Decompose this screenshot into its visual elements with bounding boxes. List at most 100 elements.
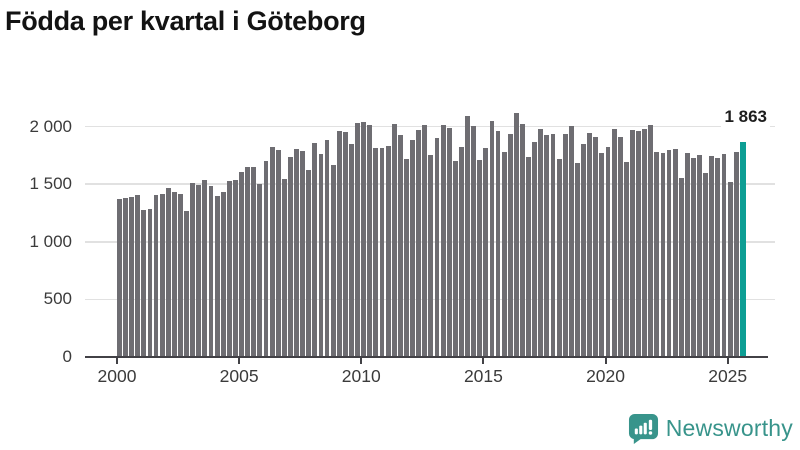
bar-2016 Q4 <box>526 156 531 357</box>
x-tick-2020 <box>604 357 607 364</box>
newsworthy-logo-text: Newsworthy <box>665 415 793 441</box>
bar-2017 Q2 <box>538 129 544 357</box>
bar-2022 Q3 <box>666 150 672 357</box>
bar-2013 Q3 <box>446 127 452 357</box>
x-tick-label: 2020 <box>586 366 626 386</box>
bar-2006 Q1 <box>263 161 269 357</box>
bar-2009 Q3 <box>349 144 354 357</box>
bar-2004 Q4 <box>233 179 238 357</box>
bar-2006 Q2 <box>269 147 275 357</box>
bar-2010 Q2 <box>367 124 373 357</box>
bar-2001 Q4 <box>159 193 165 357</box>
y-tick-label: 500 <box>43 289 72 309</box>
bar-2020 Q3 <box>617 137 623 357</box>
y-tick-label: 1 000 <box>29 231 72 251</box>
bar-2003 Q3 <box>202 179 208 357</box>
bar-2003 Q4 <box>208 185 214 357</box>
bar-2018 Q2 <box>562 134 568 357</box>
bar-2010 Q1 <box>361 122 367 357</box>
bar-2007 Q1 <box>287 157 293 357</box>
bar-2013 Q4 <box>452 161 458 357</box>
bar-2015 Q1 <box>483 147 489 357</box>
bar-2021 Q1 <box>629 130 635 357</box>
highlight-value-label: 1 863 <box>721 107 770 127</box>
bar-2012 Q1 <box>410 140 415 357</box>
bar-2022 Q2 <box>660 153 666 357</box>
bar-2008 Q4 <box>330 165 336 357</box>
bar-2022 Q1 <box>654 151 660 357</box>
bar-2002 Q1 <box>165 187 171 357</box>
bar-2020 Q1 <box>605 146 611 357</box>
bar-2002 Q3 <box>178 194 183 357</box>
bar-2015 Q3 <box>495 131 501 357</box>
bar-2008 Q2 <box>318 153 324 357</box>
chart-title: Födda per kvartal i Göteborg <box>5 6 366 36</box>
x-tick-2025 <box>726 357 729 364</box>
x-tick-2005 <box>238 357 241 364</box>
bar-2019 Q2 <box>587 132 593 357</box>
bar-2010 Q3 <box>373 148 379 357</box>
highlight-bar-2025 Q3 <box>739 142 747 357</box>
bar-2010 Q4 <box>379 147 385 357</box>
bar-2021 Q3 <box>642 128 648 357</box>
bar-2005 Q1 <box>239 172 244 357</box>
bar-2018 Q4 <box>575 163 580 357</box>
bar-2025 Q1 <box>727 181 733 357</box>
bar-2016 Q1 <box>507 133 513 357</box>
bar-2018 Q3 <box>568 126 574 357</box>
bar-2011 Q2 <box>391 124 397 357</box>
bar-2019 Q4 <box>599 153 605 357</box>
bar-2023 Q2 <box>684 153 690 357</box>
bar-2011 Q1 <box>385 146 391 357</box>
x-tick-2010 <box>360 357 363 364</box>
bar-2007 Q2 <box>294 148 299 357</box>
bar-2006 Q3 <box>275 150 281 357</box>
bar-2000 Q1 <box>117 198 122 357</box>
bar-2003 Q1 <box>190 182 196 357</box>
bar-2024 Q1 <box>703 173 709 357</box>
bar-2007 Q4 <box>306 169 312 357</box>
bar-2024 Q2 <box>709 156 715 357</box>
bar-2002 Q4 <box>184 210 190 357</box>
bar-2012 Q3 <box>422 125 428 357</box>
bar-2001 Q3 <box>153 195 159 357</box>
bar-2023 Q3 <box>691 158 696 357</box>
bar-2011 Q4 <box>404 159 409 357</box>
bar-2011 Q3 <box>397 135 403 357</box>
x-tick-label: 2010 <box>341 366 381 386</box>
bar-2004 Q1 <box>214 195 220 357</box>
bar-2009 Q2 <box>342 132 348 357</box>
bar-2017 Q3 <box>544 135 550 357</box>
bar-2003 Q2 <box>196 185 202 357</box>
bar-2023 Q4 <box>697 154 702 357</box>
bar-2005 Q2 <box>245 167 251 357</box>
bar-2004 Q2 <box>220 191 226 357</box>
bar-2015 Q2 <box>489 120 495 357</box>
bar-2017 Q4 <box>550 133 556 357</box>
bar-2009 Q4 <box>355 123 361 357</box>
bar-2013 Q2 <box>440 125 446 357</box>
bar-2014 Q2 <box>465 116 470 357</box>
bar-2007 Q3 <box>300 151 306 357</box>
bar-2016 Q3 <box>520 123 525 357</box>
bar-2017 Q1 <box>532 141 538 357</box>
bar-2022 Q4 <box>672 148 678 357</box>
bar-2000 Q2 <box>123 198 128 357</box>
bar-2023 Q1 <box>678 178 684 357</box>
x-tick-2015 <box>482 357 485 364</box>
bar-2014 Q4 <box>477 160 483 357</box>
gridline-2000 <box>85 125 775 128</box>
bar-2019 Q3 <box>593 136 599 357</box>
bar-2015 Q4 <box>501 151 507 357</box>
bar-2012 Q2 <box>416 130 422 357</box>
bar-2000 Q3 <box>129 196 135 357</box>
x-tick-label: 2000 <box>97 366 137 386</box>
y-tick-label: 1 500 <box>29 174 72 194</box>
bar-2024 Q4 <box>721 154 727 357</box>
bar-2019 Q1 <box>581 143 586 357</box>
bar-2002 Q2 <box>171 191 177 357</box>
x-tick-label: 2025 <box>708 366 748 386</box>
x-tick-label: 2015 <box>463 366 503 386</box>
bar-2020 Q4 <box>623 161 629 357</box>
